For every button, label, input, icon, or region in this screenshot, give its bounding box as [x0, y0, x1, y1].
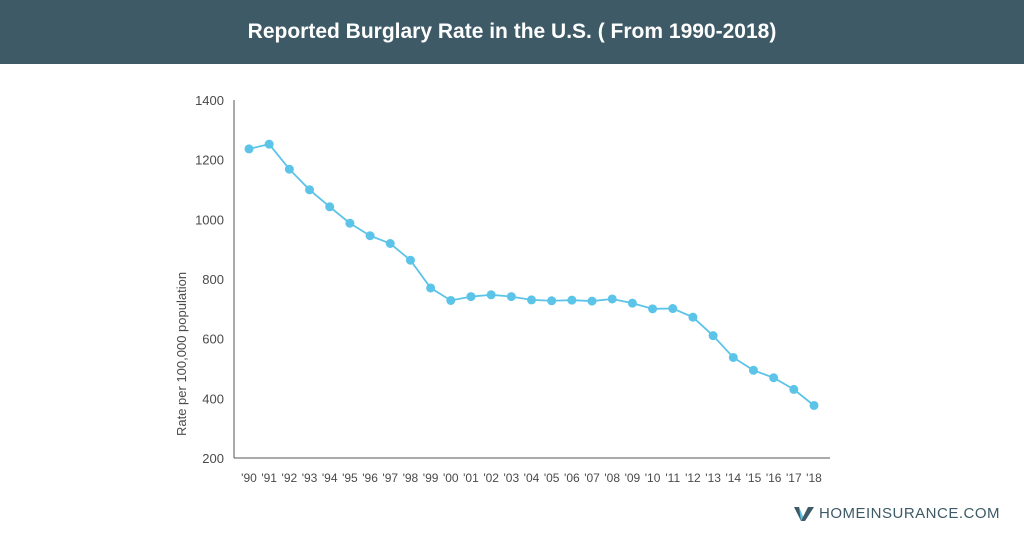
data-point — [607, 294, 617, 304]
data-point — [769, 373, 779, 383]
data-point — [648, 304, 658, 314]
data-point — [809, 400, 819, 410]
data-point — [567, 295, 577, 305]
x-tick-label: '08 — [604, 471, 620, 485]
x-tick-label: '92 — [282, 471, 298, 485]
data-point — [506, 292, 516, 302]
data-point — [365, 231, 375, 241]
x-tick-label: '98 — [403, 471, 419, 485]
x-tick-label: '00 — [443, 471, 459, 485]
x-tick-label: '16 — [766, 471, 782, 485]
x-tick-label: '18 — [806, 471, 822, 485]
x-tick-label: '03 — [504, 471, 520, 485]
data-point — [385, 238, 395, 248]
data-point — [627, 298, 637, 308]
data-point — [446, 295, 456, 305]
data-point — [708, 331, 718, 341]
x-tick-label: '13 — [705, 471, 721, 485]
chart-header: Reported Burglary Rate in the U.S. ( Fro… — [0, 0, 1024, 64]
x-tick-label: '90 — [241, 471, 257, 485]
x-tick-label: '93 — [302, 471, 318, 485]
y-tick-label: 1000 — [195, 212, 224, 227]
x-tick-label: '06 — [564, 471, 580, 485]
data-point — [264, 139, 274, 149]
y-tick-label: 1200 — [195, 153, 224, 168]
series-line — [248, 143, 815, 407]
x-tick-label: '05 — [544, 471, 560, 485]
y-tick-label: 400 — [202, 391, 224, 406]
x-tick-label: '12 — [685, 471, 701, 485]
data-point — [668, 304, 678, 314]
data-point — [587, 296, 597, 306]
y-axis-label: Rate per 100,000 population — [174, 272, 189, 436]
data-point — [789, 384, 799, 394]
x-tick-label: '96 — [362, 471, 378, 485]
data-point — [345, 218, 355, 228]
x-tick-label: '09 — [625, 471, 641, 485]
data-point — [405, 255, 415, 265]
y-tick-label: 200 — [202, 451, 224, 466]
x-tick-label: '07 — [584, 471, 600, 485]
data-point — [728, 352, 738, 362]
x-tick-label: '95 — [342, 471, 358, 485]
x-tick-label: '02 — [483, 471, 499, 485]
data-point — [748, 365, 758, 375]
x-tick-label: '91 — [261, 471, 277, 485]
data-point — [527, 295, 536, 305]
x-tick-label: '11 — [665, 471, 680, 485]
x-tick-label: '01 — [463, 471, 479, 485]
x-tick-label: '04 — [524, 471, 540, 485]
y-tick-label: 600 — [202, 332, 224, 347]
brand-logo-text: HOMEINSURANCE.COM — [818, 505, 1000, 522]
x-tick-label: '99 — [423, 471, 439, 485]
data-point — [244, 144, 254, 154]
y-axis: 200 400 600 800 1000 1200 1400 — [195, 93, 235, 466]
data-point — [466, 292, 476, 302]
x-tick-label: '14 — [725, 471, 741, 485]
chart-title: Reported Burglary Rate in the U.S. ( Fro… — [247, 20, 777, 43]
data-point — [284, 164, 294, 174]
data-point — [325, 202, 335, 212]
y-tick-label: 1400 — [195, 93, 224, 108]
x-tick-label: '17 — [786, 471, 802, 485]
y-tick-label: 800 — [202, 272, 224, 287]
data-point — [486, 290, 496, 300]
data-point — [547, 296, 557, 306]
x-tick-label: '97 — [382, 471, 398, 485]
data-point — [426, 283, 436, 293]
line-chart: 200 400 600 800 1000 1200 1400 '90 '91 '92 '93 '94… — [174, 93, 830, 485]
v-check-icon — [793, 506, 814, 521]
series-burglary-rate — [244, 139, 819, 410]
data-point — [688, 312, 698, 322]
x-tick-label: '94 — [322, 471, 338, 485]
x-tick-label: '15 — [746, 471, 762, 485]
x-tick-label: '10 — [645, 471, 661, 485]
data-point — [305, 185, 315, 195]
brand-logo: HOMEINSURANCE.COM — [793, 505, 1000, 522]
x-axis: '90 '91 '92 '93 '94 '95 '96 '97 '98 '99 '00 '01 '02 '… — [234, 457, 830, 485]
